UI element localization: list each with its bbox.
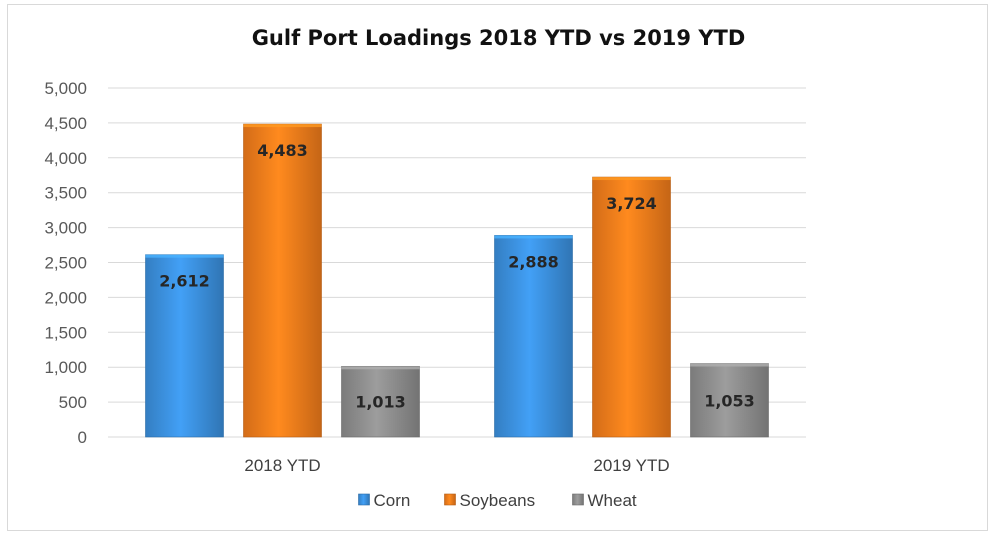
legend-label-wheat: Wheat: [588, 491, 637, 510]
y-tick-label: 2,000: [44, 288, 87, 307]
bar-bevel: [690, 363, 769, 367]
bar-corn-2019-ytd: [494, 235, 573, 438]
legend-label-corn: Corn: [374, 491, 411, 510]
y-tick-label: 3,000: [44, 219, 87, 238]
y-axis-ticks: 0 500 1,000 1,500 2,000 2,500 3,000 3,500 4,000 4…: [44, 79, 87, 447]
gridlines: [108, 87, 806, 438]
bar-bevel: [243, 124, 322, 128]
data-label-soybeans-2019-ytd: 3,724: [606, 194, 657, 213]
bar-bevel: [592, 177, 671, 181]
legend-swatch-corn: [358, 493, 370, 506]
y-tick-label: 5,000: [44, 79, 87, 98]
y-tick-label: 3,500: [44, 184, 87, 203]
y-tick-label: 4,500: [44, 114, 87, 133]
y-tick-label: 500: [59, 393, 87, 412]
x-axis-categories: 2018 YTD 2019 YTD: [244, 456, 669, 475]
y-tick-label: 1,500: [44, 323, 87, 342]
bar-soybeans-2018-ytd: [243, 123, 322, 438]
data-label-wheat-2019-ytd: 1,053: [704, 391, 755, 410]
y-tick-label: 2,500: [44, 254, 87, 273]
legend-label-soybeans: Soybeans: [460, 491, 536, 510]
x-category-label: 2019 YTD: [593, 456, 669, 475]
data-labels: 2,612 4,483 1,013 2,888 3,724 1,053: [159, 141, 755, 412]
legend-swatch-soybeans: [444, 493, 456, 506]
chart-title: Gulf Port Loadings 2018 YTD vs 2019 YTD: [251, 26, 746, 50]
y-tick-label: 4,000: [44, 149, 87, 168]
bar-bevel: [341, 366, 420, 370]
bar-wheat-2018-ytd: [341, 365, 420, 438]
bar-bevel: [145, 254, 224, 258]
data-label-soybeans-2018-ytd: 4,483: [257, 141, 308, 160]
data-label-wheat-2018-ytd: 1,013: [355, 393, 406, 412]
data-label-corn-2018-ytd: 2,612: [159, 272, 210, 291]
bars: [145, 123, 769, 438]
legend: Corn Soybeans Wheat: [358, 491, 637, 510]
y-tick-label: 1,000: [44, 358, 87, 377]
x-category-label: 2018 YTD: [244, 456, 320, 475]
bar-bevel: [494, 235, 573, 239]
y-tick-label: 0: [78, 428, 87, 447]
bar-corn-2018-ytd: [145, 254, 224, 438]
legend-swatch-wheat: [572, 493, 584, 506]
bar-wheat-2019-ytd: [690, 363, 769, 438]
bar-soybeans-2019-ytd: [592, 176, 671, 438]
data-label-corn-2019-ytd: 2,888: [508, 252, 559, 271]
